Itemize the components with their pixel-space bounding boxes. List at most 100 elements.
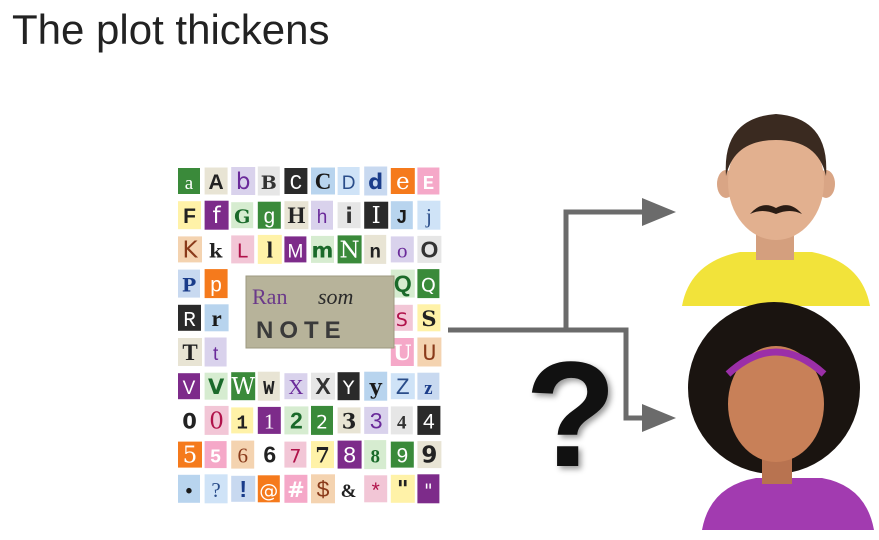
ransom-letter-char: W [263, 378, 275, 400]
ransom-letter-char: t [213, 344, 219, 365]
ransom-letter: # [284, 474, 308, 503]
ransom-letter-tile [178, 304, 201, 331]
ransom-letter-tile [417, 269, 440, 299]
ransom-letter-char: z [424, 378, 433, 399]
ransom-letter-char: J [396, 207, 407, 229]
ransom-letter: 8 [364, 440, 387, 470]
ransom-letter: J [390, 201, 413, 230]
ransom-letter-tile [284, 406, 309, 435]
ransom-note-label: Ran som NOTE [245, 275, 395, 349]
ransom-label-note: NOTE [256, 317, 347, 344]
ransom-letter: R [178, 304, 201, 333]
ransom-letter-char: 7 [289, 446, 301, 468]
ransom-letter-char: ! [239, 476, 247, 502]
ransom-letter-char: 8 [370, 447, 380, 468]
ransom-letter: G [231, 202, 254, 229]
ransom-letter-tile [311, 200, 333, 230]
ransom-letter-tile [204, 405, 229, 435]
ransom-letter-tile [231, 475, 256, 502]
ransom-letter-char: A [209, 171, 224, 194]
ransom-letter: B [257, 166, 280, 196]
ransom-letter: 4 [417, 405, 441, 435]
ransom-letter-tile [204, 269, 228, 299]
ransom-letter: e [390, 168, 415, 195]
ransom-letter: * [364, 475, 388, 503]
ransom-letter-tile [231, 202, 254, 229]
ransom-letter-char: $ [316, 478, 330, 504]
ransom-letter-char: V [208, 375, 225, 399]
ransom-letter-tile [417, 474, 440, 504]
man-shirt [682, 252, 870, 306]
ransom-letter: 6 [231, 440, 255, 469]
ransom-letter: C [284, 168, 308, 196]
ransom-letter-tile [364, 166, 388, 196]
ransom-letter-tile [178, 269, 200, 298]
ransom-letter-tile [390, 168, 415, 194]
ransom-letter-char: X [315, 373, 331, 399]
ransom-letter: 3 [337, 407, 361, 434]
ransom-letter-tile [390, 338, 414, 366]
ransom-letter: o [390, 236, 414, 263]
ransom-letter-char: B [261, 172, 277, 194]
ransom-letter-tile [337, 407, 361, 434]
ransom-letter-tile [257, 406, 281, 434]
ransom-letter: 3 [364, 406, 389, 435]
ransom-letter-tile [284, 201, 309, 230]
ransom-letter-char: y [369, 374, 383, 399]
ransom-letter: m [311, 235, 334, 263]
ransom-letter: P [178, 269, 200, 298]
ransom-label-ran: Ran [252, 284, 287, 309]
woman-avatar [688, 302, 874, 530]
ransom-letter-char: 6 [237, 444, 248, 468]
ransom-letter-tile [311, 441, 334, 469]
ransom-letter: N [337, 235, 362, 264]
ransom-letter: k [204, 235, 227, 263]
ransom-letter-tile [178, 338, 202, 366]
ransom-letter: • [178, 474, 200, 503]
ransom-letter: E [417, 167, 440, 195]
ransom-letter-tile [417, 405, 441, 435]
ransom-letter: L [231, 235, 255, 264]
ransom-letter: 4 [390, 406, 413, 435]
arrow-head-to-woman [642, 404, 676, 432]
ransom-letter-char: T [182, 340, 197, 365]
ransom-letter: V [178, 373, 200, 400]
ransom-letter: 8 [337, 440, 362, 470]
ransom-letter-char: U [393, 340, 411, 365]
ransom-letter-tile [284, 441, 307, 468]
ransom-letter-tile [364, 475, 388, 503]
ransom-letter-char: 5 [210, 447, 221, 469]
ransom-letter-tile [231, 372, 256, 401]
connector-arrows [448, 198, 676, 432]
ransom-letter-tile [257, 475, 280, 503]
ransom-letter: C [311, 167, 335, 195]
ransom-letter-tile [204, 200, 229, 230]
ransom-letter: S [390, 304, 413, 331]
ransom-letter: j [417, 200, 441, 230]
ransom-letter-tile [390, 373, 415, 400]
ransom-letter-char: 1 [236, 412, 247, 434]
ransom-letter-char: N [340, 237, 360, 263]
ransom-letter: S [417, 304, 441, 332]
ransom-letter-char: 0 [209, 408, 224, 434]
ransom-letter: 5 [204, 441, 227, 469]
ransom-letter-tile [204, 304, 229, 332]
ransom-letter-char: r [211, 306, 221, 331]
ransom-letter: g [257, 201, 281, 230]
woman-shirt [702, 478, 874, 530]
ransom-letter-tile [178, 373, 200, 400]
ransom-letter-tile [390, 236, 414, 263]
ransom-letter: n [364, 234, 387, 264]
ransom-letter-char: 8 [343, 444, 357, 470]
ransom-letter-tile [417, 200, 441, 230]
ransom-letter: O [417, 235, 442, 263]
ransom-letter-char: d [368, 170, 383, 194]
ransom-letter: W [231, 372, 256, 401]
mustache-icon [750, 205, 802, 214]
ransom-letter: p [204, 269, 228, 299]
ransom-letter-tile [178, 441, 202, 468]
ransom-letter: r [204, 304, 229, 332]
ransom-letter: 6 [257, 440, 282, 470]
ransom-letter: 9 [417, 441, 442, 469]
